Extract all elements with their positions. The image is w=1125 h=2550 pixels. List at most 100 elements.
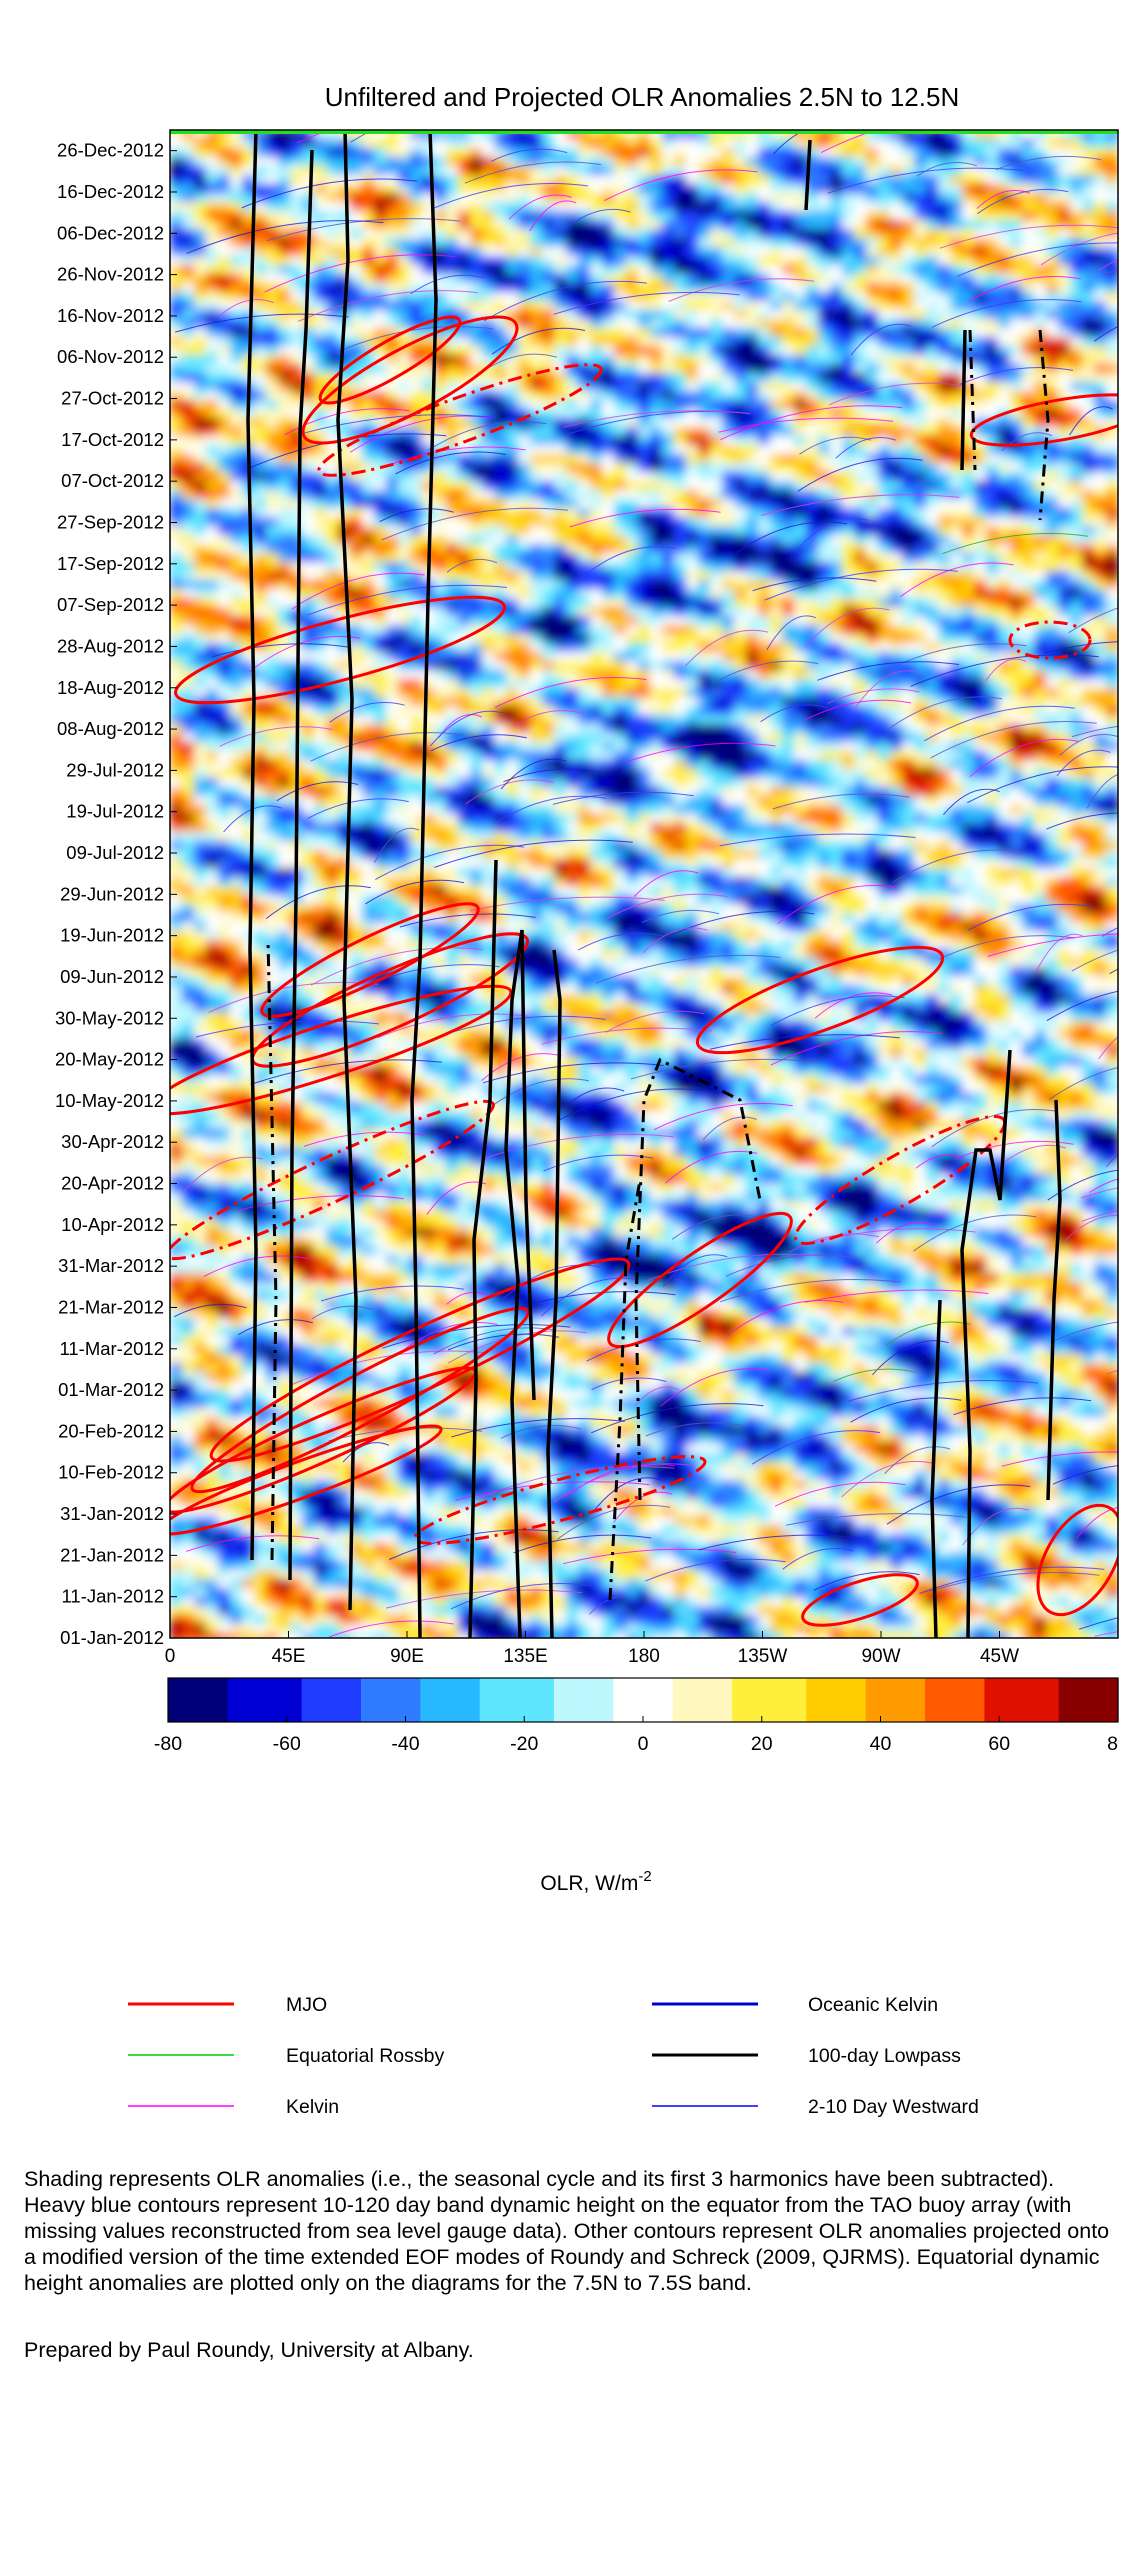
olr-cell — [614, 211, 627, 221]
olr-cell — [266, 346, 279, 356]
olr-cell — [230, 661, 243, 671]
olr-cell — [1070, 670, 1083, 680]
olr-cell — [398, 418, 411, 428]
olr-cell — [602, 562, 615, 572]
olr-cell — [974, 202, 987, 212]
olr-cell — [554, 274, 567, 284]
olr-cell — [518, 562, 531, 572]
olr-cell — [842, 670, 855, 680]
olr-cell — [878, 310, 891, 320]
olr-cell — [1022, 508, 1035, 518]
olr-cell — [566, 274, 579, 284]
olr-cell — [794, 463, 807, 473]
olr-cell — [758, 598, 771, 608]
olr-cell — [266, 184, 279, 194]
olr-cell — [770, 139, 783, 149]
olr-cell — [506, 589, 519, 599]
olr-cell — [674, 391, 687, 401]
olr-cell — [962, 292, 975, 302]
olr-cell — [950, 301, 963, 311]
olr-cell — [770, 427, 783, 437]
olr-cell — [830, 355, 843, 365]
olr-cell — [710, 247, 723, 257]
olr-cell — [494, 544, 507, 554]
olr-cell — [614, 625, 627, 635]
olr-cell — [734, 670, 747, 680]
olr-cell — [218, 211, 231, 221]
olr-cell — [1058, 292, 1071, 302]
olr-cell — [1070, 328, 1083, 338]
olr-cell — [830, 454, 843, 464]
olr-cell — [1094, 139, 1107, 149]
olr-cell — [722, 274, 735, 284]
olr-cell — [1058, 472, 1071, 482]
olr-cell — [326, 454, 339, 464]
olr-cell — [326, 526, 339, 536]
olr-cell — [878, 229, 891, 239]
olr-cell — [746, 211, 759, 221]
olr-cell — [638, 607, 651, 617]
olr-cell — [386, 193, 399, 203]
olr-cell — [254, 553, 267, 563]
olr-cell — [830, 445, 843, 455]
olr-cell — [602, 274, 615, 284]
olr-cell — [890, 535, 903, 545]
olr-cell — [398, 544, 411, 554]
olr-cell — [818, 580, 831, 590]
olr-cell — [338, 499, 351, 509]
olr-cell — [614, 526, 627, 536]
olr-cell — [626, 598, 639, 608]
olr-cell — [662, 553, 675, 563]
olr-cell — [734, 355, 747, 365]
olr-cell — [278, 265, 291, 275]
olr-cell — [386, 130, 399, 140]
olr-cell — [638, 454, 651, 464]
olr-cell — [1010, 256, 1023, 266]
olr-cell — [374, 535, 387, 545]
olr-cell — [974, 184, 987, 194]
olr-cell — [314, 319, 327, 329]
olr-cell — [206, 508, 219, 518]
olr-cell — [818, 562, 831, 572]
olr-cell — [482, 688, 495, 698]
olr-cell — [194, 562, 207, 572]
olr-cell — [842, 337, 855, 347]
olr-cell — [710, 274, 723, 284]
olr-cell — [374, 526, 387, 536]
olr-cell — [854, 454, 867, 464]
olr-cell — [230, 202, 243, 212]
olr-cell — [1070, 481, 1083, 491]
olr-cell — [410, 202, 423, 212]
olr-cell — [230, 580, 243, 590]
olr-cell — [194, 679, 207, 689]
olr-cell — [290, 535, 303, 545]
olr-cell — [1070, 337, 1083, 347]
olr-cell — [962, 688, 975, 698]
olr-cell — [998, 670, 1011, 680]
olr-cell — [326, 481, 339, 491]
olr-cell — [458, 382, 471, 392]
olr-cell — [866, 283, 879, 293]
olr-cell — [878, 544, 891, 554]
olr-cell — [506, 283, 519, 293]
olr-cell — [1046, 508, 1059, 518]
olr-cell — [338, 373, 351, 383]
olr-cell — [842, 490, 855, 500]
olr-cell — [782, 679, 795, 689]
olr-cell — [746, 454, 759, 464]
olr-cell — [182, 220, 195, 230]
olr-cell — [470, 544, 483, 554]
olr-cell — [1058, 634, 1071, 644]
olr-cell — [326, 211, 339, 221]
olr-cell — [938, 670, 951, 680]
olr-cell — [722, 535, 735, 545]
olr-cell — [974, 355, 987, 365]
olr-cell — [254, 571, 267, 581]
olr-cell — [398, 634, 411, 644]
olr-cell — [998, 283, 1011, 293]
olr-cell — [254, 544, 267, 554]
olr-cell — [782, 517, 795, 527]
olr-cell — [746, 616, 759, 626]
olr-cell — [482, 157, 495, 167]
olr-cell — [338, 355, 351, 365]
